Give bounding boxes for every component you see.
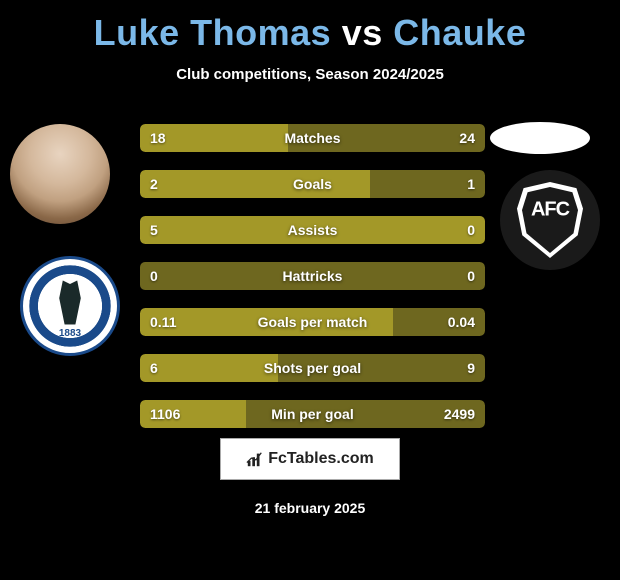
vs-text: vs: [342, 12, 383, 53]
brand-text: FcTables.com: [268, 450, 374, 468]
player2-club-badge: AFC: [500, 170, 600, 270]
club-badge-year: 1883: [23, 328, 117, 339]
club-badge-silhouette: [52, 280, 88, 324]
footer-date: 21 february 2025: [0, 500, 620, 516]
stat-bar-row: 50Assists: [140, 216, 485, 244]
club-badge-text: AFC: [531, 199, 569, 222]
stat-label: Shots per goal: [140, 354, 485, 382]
player2-name: Chauke: [393, 12, 526, 53]
stat-label: Hattricks: [140, 262, 485, 290]
stat-label: Min per goal: [140, 400, 485, 428]
stat-label: Matches: [140, 124, 485, 152]
comparison-title: Luke Thomas vs Chauke: [0, 0, 620, 54]
stat-bar-row: 1824Matches: [140, 124, 485, 152]
brand-chart-icon: [246, 450, 264, 468]
player1-name: Luke Thomas: [94, 12, 332, 53]
stat-label: Assists: [140, 216, 485, 244]
stat-bar-row: 69Shots per goal: [140, 354, 485, 382]
stat-label: Goals per match: [140, 308, 485, 336]
stat-label: Goals: [140, 170, 485, 198]
player2-avatar: [490, 122, 590, 154]
player1-club-badge: 1883: [20, 256, 120, 356]
stat-bar-row: 21Goals: [140, 170, 485, 198]
stat-bar-row: 0.110.04Goals per match: [140, 308, 485, 336]
subtitle: Club competitions, Season 2024/2025: [0, 66, 620, 83]
stat-bar-row: 00Hattricks: [140, 262, 485, 290]
comparison-bars: 1824Matches 21Goals 50Assists 00Hattricks 0.…: [140, 124, 485, 446]
player1-avatar: [10, 124, 110, 224]
stat-bar-row: 11062499Min per goal: [140, 400, 485, 428]
brand-box: FcTables.com: [220, 438, 400, 480]
